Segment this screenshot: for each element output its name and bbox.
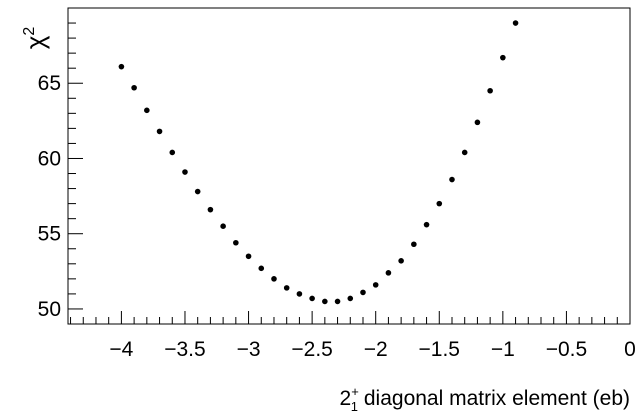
data-point bbox=[283, 285, 290, 291]
data-point bbox=[131, 84, 137, 91]
x-axis-title-sup: + bbox=[351, 384, 359, 399]
x-axis-ticks bbox=[70, 311, 631, 324]
y-tick-label: 65 bbox=[38, 72, 61, 95]
data-point bbox=[461, 149, 468, 156]
x-tick-label: −2 bbox=[364, 338, 388, 361]
data-point bbox=[182, 169, 188, 175]
data-point bbox=[322, 298, 328, 305]
data-point bbox=[144, 107, 150, 114]
data-point bbox=[207, 206, 214, 213]
y-axis-ticks bbox=[68, 7, 83, 325]
x-tick-label: −1.5 bbox=[419, 338, 460, 361]
y-axis-title-base: χ bbox=[20, 35, 50, 49]
y-tick-label: 50 bbox=[38, 298, 61, 321]
x-tick-label: −4 bbox=[109, 338, 133, 361]
y-tick-label: 60 bbox=[38, 147, 61, 170]
data-point bbox=[220, 223, 226, 229]
x-axis-tick-labels: −4 −3.5 −3 −2.5 −2 −1.5 −1 −0.5 0 bbox=[109, 338, 635, 361]
data-point bbox=[411, 241, 417, 248]
data-point bbox=[398, 258, 404, 264]
x-tick-label: −2.5 bbox=[291, 338, 332, 361]
data-point bbox=[245, 253, 252, 260]
x-axis-title-base: 2 bbox=[340, 387, 352, 410]
data-point bbox=[194, 188, 201, 195]
data-point bbox=[372, 282, 379, 288]
x-axis-title: 2+ 1 diagonal matrix element (eb) bbox=[340, 384, 630, 414]
data-point bbox=[156, 128, 163, 135]
data-point bbox=[334, 298, 341, 305]
data-point bbox=[436, 200, 443, 207]
data-point bbox=[169, 149, 176, 156]
data-point bbox=[271, 276, 277, 282]
data-point bbox=[423, 221, 430, 228]
data-point bbox=[258, 265, 265, 272]
data-point bbox=[449, 176, 455, 183]
x-tick-label: −3.5 bbox=[164, 338, 205, 361]
x-tick-label: −3 bbox=[237, 338, 261, 361]
data-points bbox=[118, 20, 519, 305]
data-point bbox=[474, 119, 481, 126]
data-point bbox=[347, 295, 354, 302]
x-axis-title-sub: 1 bbox=[351, 399, 358, 414]
data-point bbox=[385, 270, 392, 276]
x-axis-title-rest: diagonal matrix element (eb) bbox=[358, 387, 630, 410]
x-tick-label: 0 bbox=[624, 338, 636, 361]
data-point bbox=[118, 63, 125, 70]
data-point bbox=[233, 239, 239, 246]
data-point bbox=[360, 289, 366, 296]
x-tick-label: −0.5 bbox=[546, 338, 587, 361]
data-point bbox=[512, 20, 519, 26]
y-tick-label: 55 bbox=[38, 223, 61, 246]
data-point bbox=[309, 295, 315, 302]
y-axis-title: χ2 bbox=[20, 27, 50, 50]
x-tick-label: −1 bbox=[491, 338, 515, 361]
data-point bbox=[487, 87, 493, 94]
y-axis-tick-labels: 50 55 60 65 bbox=[38, 72, 61, 321]
y-axis-title-sup: 2 bbox=[21, 27, 38, 36]
data-point bbox=[296, 291, 303, 297]
data-point bbox=[500, 54, 506, 61]
plot-frame bbox=[67, 7, 631, 325]
